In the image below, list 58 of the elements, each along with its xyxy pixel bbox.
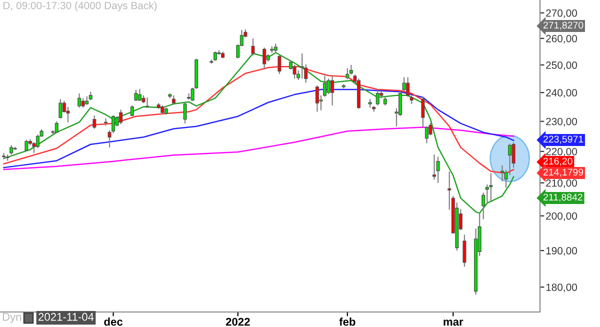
candlestick [346,68,350,80]
candlestick [10,144,14,156]
y-tick-label: 200,00 [546,212,578,221]
candlestick [300,52,304,80]
candlestick [183,102,187,124]
candlestick [81,98,85,108]
candlestick [432,154,436,180]
chart-title: D, 09:00-17:30 (4000 Days Back) [4,2,157,12]
y-tick-label: 180,00 [546,284,578,292]
candlestick [292,64,296,80]
y-tick-label: 240,00 [546,89,578,98]
y-tick-label: 270,00 [546,9,578,18]
y-tick-label: 250,00 [546,61,578,70]
candlestick [349,64,353,76]
candlestick [274,43,278,54]
x-tick-label: feb [339,318,356,326]
candlestick [322,75,327,98]
y-tick-label: 210,00 [546,179,578,188]
candlestick [2,152,6,160]
candlestick [508,143,512,176]
candlestick [92,114,96,130]
candlestick [330,75,334,106]
x-tick-label: 2022 [226,318,250,326]
candlestick [402,76,406,92]
y-tick-label: 220,00 [546,148,578,157]
candlestick [462,234,466,268]
text: Dyn [2,313,22,323]
candlestick [436,156,440,184]
x-tick-label: mar [444,320,464,326]
y-tick-label: 230,00 [546,118,578,126]
candlestick [24,139,28,152]
candlestick [489,172,493,202]
candlestick [376,89,380,106]
y-tick-label: 190,00 [546,247,578,256]
text: 214,1799 [543,168,584,177]
candlestick [278,54,282,74]
text: 223,5971 [543,136,584,144]
x-tick-label: dec [104,318,123,326]
text: 216,20 [543,158,572,166]
text: 211,8842 [543,194,582,202]
candlestick [58,98,62,119]
y-tick-label: 260,00 [546,34,578,44]
candlestick [130,104,134,117]
candlestick [406,76,410,98]
text: 271,8270 [543,22,584,30]
candlestick [315,84,319,112]
candlestick [78,92,82,108]
candlestick [251,38,255,56]
candlestick [326,78,330,95]
line-series [3,126,514,170]
candlestick [262,47,266,70]
candlestick [213,51,218,62]
line-series [3,88,514,168]
candlestick [54,120,58,134]
candlestick [134,89,138,102]
text: 2021-11-04 [38,312,94,321]
candlestick [119,109,123,125]
candlestick [138,88,142,102]
